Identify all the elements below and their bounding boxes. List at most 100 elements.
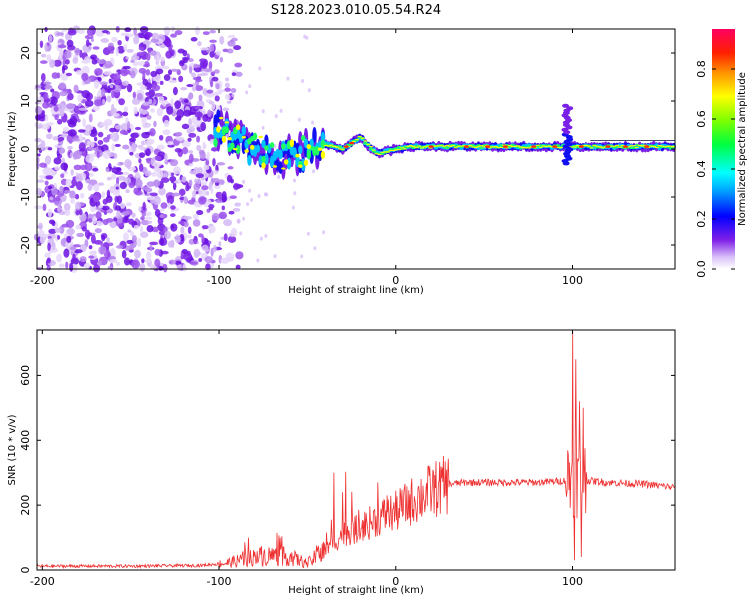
spectrogram-track-cell [247, 154, 252, 166]
spectrogram-noise-cell [66, 39, 74, 48]
spectrogram-track-cell [442, 145, 447, 147]
spectrogram-noise-cell [187, 124, 196, 128]
spectrogram-noise-cell [46, 257, 51, 264]
spectrogram-noise-cell [218, 191, 223, 202]
spectrogram-track-cell [241, 125, 246, 136]
spectrogram-noise-cell [51, 187, 59, 196]
spectrogram-noise-cell [162, 263, 168, 273]
spectrogram-noise-cell [121, 249, 127, 259]
spectrogram-noise-cell [121, 211, 130, 216]
spectrogram-noise-cell [54, 227, 62, 233]
spectrogram-track-cell [235, 144, 241, 155]
spectrogram-noise-cell [192, 189, 197, 199]
spectrogram-noise-cell [108, 152, 117, 157]
spectrogram-noise-cell [227, 235, 237, 243]
colorbar-tick-label: 0.0 [695, 260, 708, 278]
spectrogram-noise-cell [106, 189, 111, 199]
spectrogram-noise-cell [82, 44, 92, 53]
spectrogram-noise-cell [170, 172, 175, 176]
spectrogram-noise-cell [291, 205, 295, 210]
spectrogram-noise-cell [218, 179, 225, 185]
spectrogram-track-cell [278, 149, 283, 160]
spectrogram-noise-cell [170, 205, 176, 210]
spectrogram-noise-cell [151, 172, 157, 177]
spectrogram-noise-cell [109, 50, 114, 54]
spectrogram-x-tick-label: -100 [207, 274, 232, 287]
spectrogram-x-tick-label: 0 [392, 274, 399, 287]
spectrogram-noise-cell [53, 105, 59, 112]
spectrogram-noise-cell [43, 92, 49, 100]
spectrogram-noise-cell [96, 150, 100, 159]
spectrogram-track-cell [515, 145, 521, 147]
spectrogram-track-cell [218, 116, 224, 120]
spectrogram-noise-cell [168, 259, 177, 265]
spectrogram-noise-cell [164, 38, 172, 48]
spectrogram-noise-cell [145, 91, 151, 96]
spectrogram-track-cell [600, 147, 606, 149]
spectrogram-noise-cell [123, 106, 128, 112]
spectrogram-noise-cell [187, 150, 194, 154]
spectrogram-noise-cell [85, 39, 90, 48]
spectrogram-noise-cell [54, 144, 63, 149]
spectrogram-noise-cell [45, 122, 54, 126]
spectrogram-noise-cell [181, 140, 191, 148]
spectrogram-noise-cell [91, 250, 97, 256]
spectrogram-noise-cell [87, 232, 93, 237]
spectrogram-noise-cell [54, 166, 61, 171]
spectrogram-track-cell [213, 138, 218, 148]
spectrogram-noise-cell [203, 59, 209, 67]
spectrogram-noise-cell [40, 72, 46, 82]
snr-y-tick-label: 600 [19, 365, 32, 386]
spectrogram-track-cell [261, 139, 266, 149]
spectrogram-noise-cell [150, 70, 158, 77]
spectrogram-track-cell [281, 143, 286, 150]
spectrogram-noise-cell [39, 40, 44, 49]
spectrogram-noise-cell [182, 146, 189, 155]
spectrogram-track-cell [450, 145, 456, 147]
colorbar: 0.0 0.2 0.4 0.6 0.8 Normalized spectral ampl… [695, 29, 748, 278]
spectrogram-noise-cell [198, 94, 203, 102]
spectrogram-noise-cell [77, 94, 83, 103]
spectrogram-noise-cell [154, 209, 161, 217]
spectrogram-track-cell [538, 146, 543, 149]
spectrogram-noise-cell [64, 190, 71, 194]
spectrogram-noise-cell [49, 96, 58, 105]
spectrogram-noise-cell [208, 61, 213, 70]
spectrogram-noise-cell [196, 144, 202, 151]
spectrogram-noise-cell [146, 224, 154, 233]
spectrogram-noise-cell [186, 84, 194, 88]
spectrogram-noise-cell [163, 119, 170, 128]
spectrogram-noise-cell [115, 186, 119, 190]
spectrogram-track-cell [493, 145, 498, 148]
spectrogram-noise-cell [98, 204, 104, 209]
spectrogram-noise-cell [55, 195, 61, 202]
spectrogram-noise-cell [141, 116, 147, 125]
spectrogram-track-cell [631, 145, 637, 147]
spectrogram-noise-cell [146, 115, 152, 120]
spectrogram-noise-cell [95, 29, 105, 37]
spectrogram-noise-cell [297, 117, 301, 122]
spectrogram-noise-cell [201, 185, 209, 191]
spectrogram-noise-cell [75, 69, 85, 75]
spectrogram-noise-cell [49, 59, 56, 68]
spectrogram-noise-cell [75, 173, 83, 183]
spectrogram-noise-cell [109, 84, 114, 89]
spectrogram-noise-cell [236, 218, 241, 224]
spectrogram-track-cell [216, 126, 221, 133]
spectrogram-noise-cell [38, 222, 43, 230]
spectrogram-noise-cell [81, 59, 91, 64]
spectrogram-noise-cell [230, 87, 237, 94]
spectrogram-noise-cell [301, 78, 305, 83]
spectrogram-track-cell [306, 144, 312, 150]
spectrogram-noise-cell [136, 51, 145, 56]
spectrogram-noise-cell [92, 195, 100, 203]
spectrogram-noise-cell [231, 72, 237, 77]
spectrogram-noise-cell [139, 231, 149, 238]
spectrogram-noise-cell [86, 27, 96, 37]
spectrogram-noise-cell [209, 44, 215, 52]
spectrogram-noise-cell [36, 96, 45, 105]
spectrogram-noise-cell [158, 187, 166, 196]
spectrogram-track-cell [320, 150, 326, 159]
spectrogram-track-cell [479, 146, 484, 150]
spectrogram-noise-cell [133, 106, 138, 115]
